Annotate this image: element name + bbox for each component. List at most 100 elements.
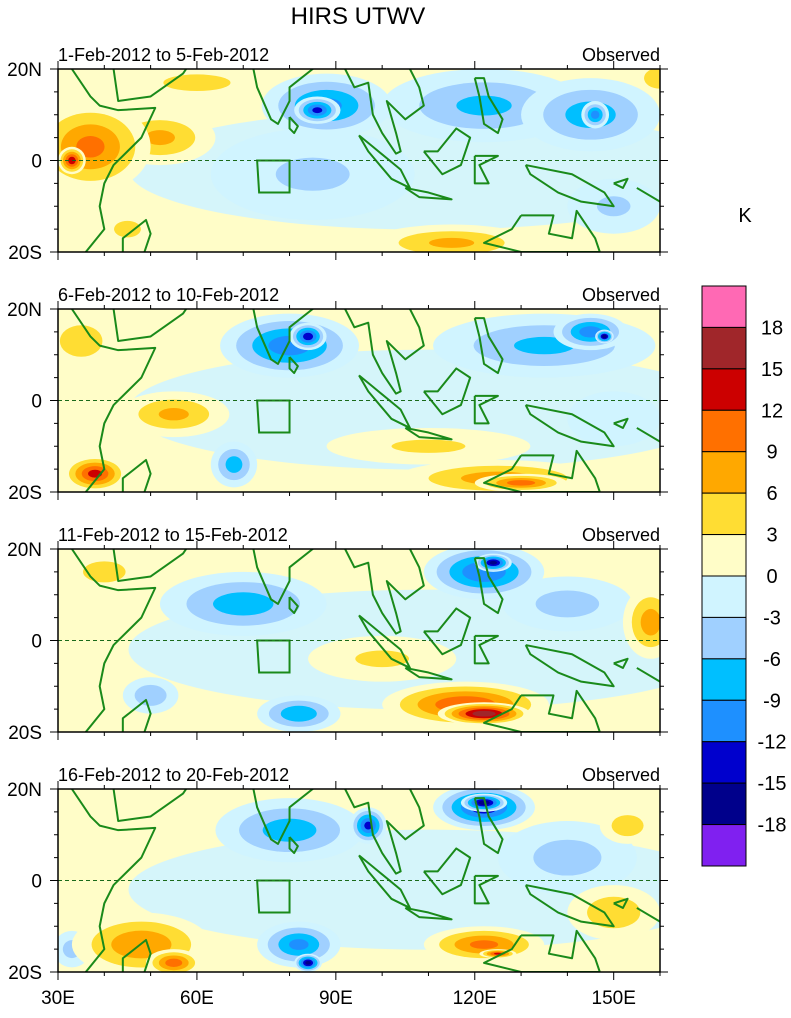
contour-fill	[602, 334, 607, 339]
coastline	[71, 789, 157, 972]
contour-fill	[472, 710, 496, 717]
colorbar-label: 3	[766, 525, 777, 547]
contour-fill	[289, 939, 309, 950]
colorbar-units: K	[738, 205, 752, 227]
y-tick-label: 20N	[7, 540, 42, 561]
contour-fill	[76, 136, 105, 158]
y-tick-label: 0	[31, 632, 42, 653]
y-tick-label: 20N	[7, 780, 42, 801]
colorbar-swatch	[701, 368, 747, 411]
coastline	[121, 698, 152, 732]
y-tick-label: 0	[31, 152, 42, 173]
contour-fill	[506, 480, 536, 486]
coastline	[483, 449, 601, 492]
colorbar-swatch	[701, 824, 747, 867]
x-tick-label: 90E	[319, 988, 353, 1009]
contour-fill	[489, 560, 498, 565]
colorbar-swatch	[701, 285, 747, 328]
contour-fill	[144, 130, 175, 146]
x-tick-label: 30E	[41, 988, 75, 1009]
colorbar-label: -12	[758, 732, 787, 754]
colorbar-swatch	[701, 699, 747, 743]
panel-date-range: 1-Feb-2012 to 5-Feb-2012	[58, 45, 269, 65]
coastline	[613, 897, 629, 909]
contour-fill	[640, 608, 660, 636]
colorbar-label: -3	[763, 607, 781, 629]
coastline	[344, 309, 425, 395]
colorbar-swatch	[701, 326, 747, 370]
coastline	[344, 789, 425, 875]
colorbar-label: -18	[758, 815, 787, 837]
contour-fill	[355, 650, 410, 668]
y-tick-label: 20N	[7, 60, 42, 81]
coastline	[288, 836, 299, 855]
y-tick-label: 0	[31, 392, 42, 413]
colorbar-label: 9	[766, 442, 777, 464]
map-panel: 6-Feb-2012 to 10-Feb-2012 Observed 20N 0 20S	[7, 285, 668, 504]
coastline	[473, 154, 499, 185]
y-tick-label: 20S	[8, 243, 42, 264]
coastline	[71, 549, 157, 732]
contour-fill	[303, 332, 314, 341]
coastline	[404, 666, 453, 681]
contour-fill	[134, 684, 167, 706]
colorbar: 18 15 12 9 6 3 0 -3 -6 -9 -12 -15 -18	[701, 285, 787, 867]
y-tick-label: 20N	[7, 300, 42, 321]
anomaly-field	[58, 69, 660, 252]
coastline	[483, 929, 601, 972]
coastline	[636, 667, 660, 684]
contour-fill	[391, 439, 466, 453]
coastline	[112, 69, 188, 103]
colorbar-label: -15	[758, 773, 787, 795]
colorbar-label: 12	[761, 400, 783, 422]
coastline	[423, 847, 472, 896]
panel-date-range: 16-Feb-2012 to 20-Feb-2012	[58, 765, 289, 785]
coastline	[636, 907, 660, 924]
contour-fill	[280, 705, 317, 722]
coastline	[524, 164, 615, 208]
anomaly-field	[58, 549, 660, 732]
coastline	[344, 69, 425, 155]
contour-fill	[644, 69, 660, 89]
contour-fill	[275, 157, 350, 191]
contour-fill	[567, 391, 660, 447]
coastline	[524, 404, 615, 448]
contour-fill	[428, 237, 475, 248]
y-tick-label: 0	[31, 872, 42, 893]
colorbar-swatch	[701, 658, 747, 701]
coastline	[112, 549, 188, 583]
coastline	[404, 186, 453, 201]
coastline	[483, 689, 601, 732]
colorbar-swatch	[701, 409, 747, 453]
coastline	[473, 317, 504, 375]
coastline	[636, 427, 660, 444]
colorbar-swatch	[701, 575, 747, 618]
contour-fill	[83, 561, 126, 583]
contour-fill	[587, 896, 641, 929]
y-tick-label: 20S	[8, 483, 42, 504]
contour-fill	[611, 815, 644, 837]
colorbar-label: 0	[766, 566, 777, 588]
coastline	[288, 596, 299, 615]
colorbar-swatch	[701, 741, 747, 784]
coastline	[613, 177, 629, 189]
panel-label-observed: Observed	[582, 45, 660, 65]
coastline	[473, 77, 504, 135]
y-tick-label: 20S	[8, 723, 42, 744]
panel-label-observed: Observed	[582, 525, 660, 545]
colorbar-label: 15	[761, 359, 783, 381]
contour-fill	[165, 958, 183, 968]
coastline	[121, 938, 152, 972]
contour-fill	[533, 839, 602, 876]
coastline	[473, 634, 499, 665]
contour-fill	[305, 960, 311, 965]
contour-fill	[163, 74, 231, 92]
coastline	[71, 309, 157, 492]
x-tick-label: 150E	[592, 988, 636, 1009]
colorbar-label: 6	[766, 483, 777, 505]
contour-fill	[158, 408, 189, 421]
panel-label-observed: Observed	[582, 765, 660, 785]
colorbar-swatch	[701, 782, 747, 826]
contour-fill	[114, 220, 141, 238]
colorbar-label: 18	[761, 317, 783, 339]
